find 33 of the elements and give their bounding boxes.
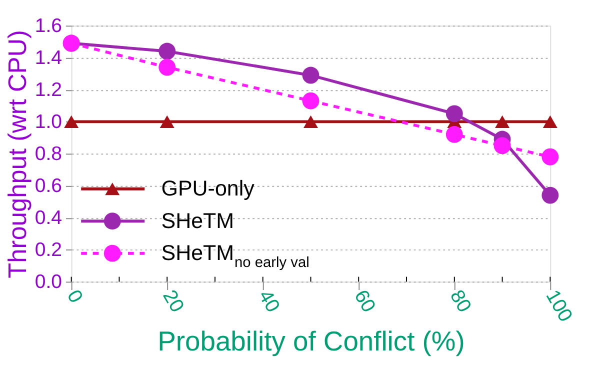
point — [160, 115, 174, 128]
y-tick-label: 0.6 — [34, 175, 62, 198]
point — [542, 186, 559, 204]
point — [302, 92, 320, 110]
point — [158, 42, 176, 60]
x-tick-label: 20 — [158, 286, 188, 316]
legend-label: GPU-only — [161, 176, 255, 201]
x-tick-label: 60 — [350, 286, 380, 316]
point — [304, 115, 318, 128]
point — [542, 115, 558, 128]
legend-label: SHeTM — [161, 208, 234, 233]
y-tick-label: 0.4 — [34, 207, 62, 230]
y-tick-label: 1.4 — [34, 47, 62, 70]
point — [158, 58, 176, 76]
x-tick-label: 80 — [445, 286, 476, 316]
point — [494, 137, 511, 154]
y-tick-label: 1.0 — [34, 111, 62, 134]
x-tick-label: 100 — [541, 286, 577, 326]
y-tick-label: 1.2 — [34, 79, 62, 102]
y-tick-label: 0.8 — [34, 143, 62, 166]
point — [446, 126, 463, 143]
y-tick-label: 0.2 — [34, 239, 62, 262]
point — [302, 66, 320, 84]
x-axis-title: Probability of Conflict (%) — [158, 325, 465, 356]
point — [64, 115, 79, 128]
y-tick-label: 0.0 — [34, 271, 62, 294]
x-tick-label: 0 — [62, 286, 87, 307]
y-tick-label: 1.6 — [34, 15, 62, 38]
point — [542, 148, 559, 166]
point — [495, 115, 510, 128]
x-tick-label: 40 — [254, 286, 284, 316]
point — [446, 105, 463, 122]
y-axis-title: Throughput (wrt CPU) — [4, 30, 32, 278]
